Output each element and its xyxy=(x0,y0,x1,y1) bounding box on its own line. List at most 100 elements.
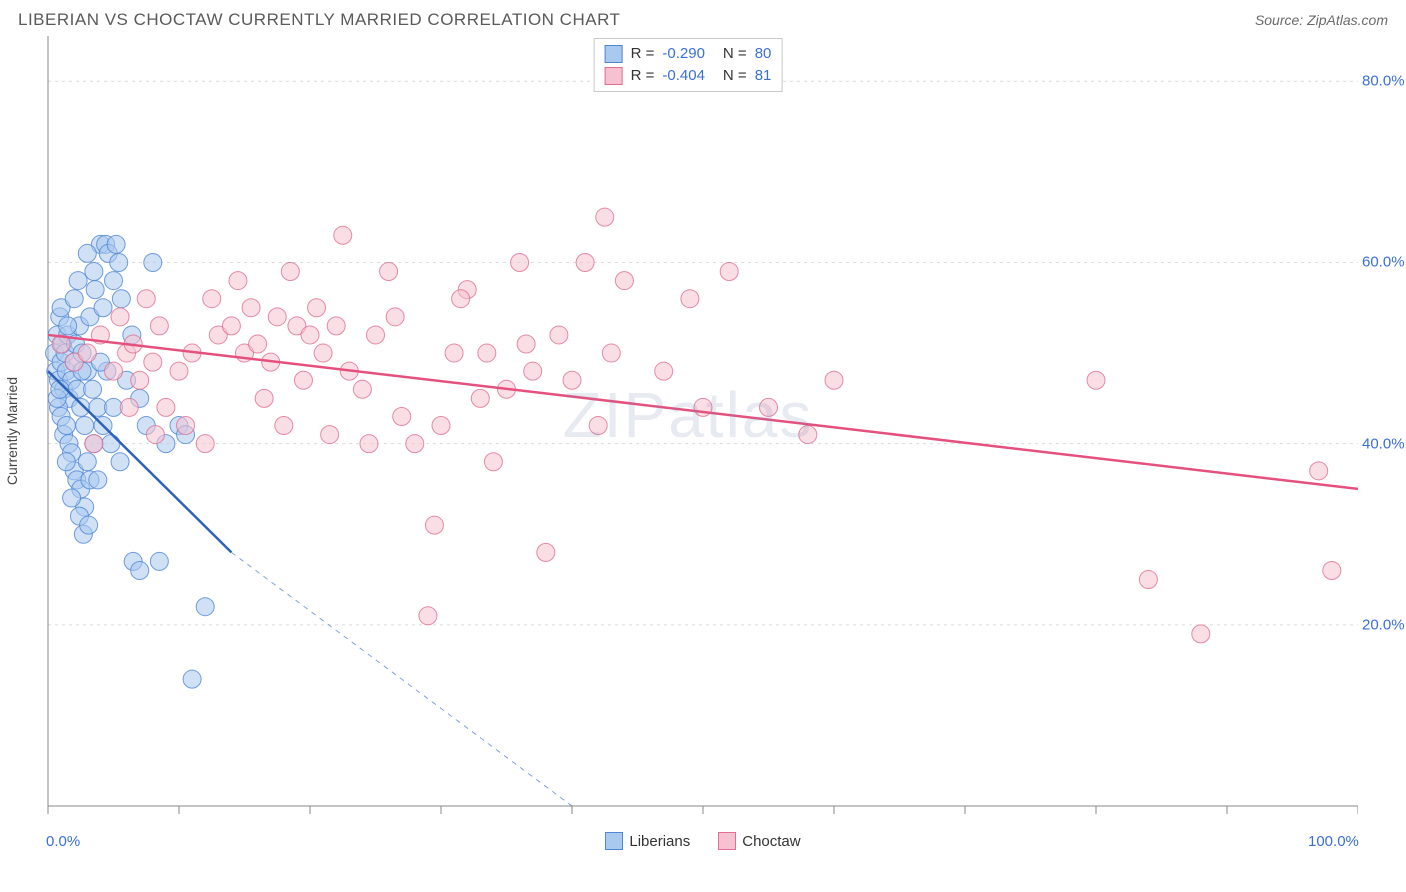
data-point xyxy=(419,607,437,625)
data-point xyxy=(360,435,378,453)
data-point xyxy=(57,417,75,435)
data-point xyxy=(386,308,404,326)
data-point xyxy=(65,290,83,308)
y-tick-label: 60.0% xyxy=(1362,254,1405,271)
data-point xyxy=(255,389,273,407)
trend-line-extension xyxy=(231,552,572,806)
data-point xyxy=(471,389,489,407)
data-point xyxy=(111,453,129,471)
legend-swatch xyxy=(605,45,623,63)
legend-n-value: 80 xyxy=(755,43,772,65)
data-point xyxy=(146,426,164,444)
data-point xyxy=(393,407,411,425)
source-attribution: Source: ZipAtlas.com xyxy=(1255,12,1388,28)
data-point xyxy=(120,398,138,416)
data-point xyxy=(425,516,443,534)
data-point xyxy=(131,371,149,389)
data-point xyxy=(445,344,463,362)
data-point xyxy=(655,362,673,380)
data-point xyxy=(111,308,129,326)
legend-n-label: N = xyxy=(723,65,747,87)
data-point xyxy=(72,398,90,416)
data-point xyxy=(57,453,75,471)
legend-item: Liberians xyxy=(605,832,690,850)
data-point xyxy=(229,272,247,290)
data-point xyxy=(170,362,188,380)
data-point xyxy=(537,543,555,561)
data-point xyxy=(275,417,293,435)
data-point xyxy=(85,263,103,281)
data-point xyxy=(69,272,87,290)
data-point xyxy=(89,471,107,489)
data-point xyxy=(196,598,214,616)
data-point xyxy=(1323,561,1341,579)
legend-r-label: R = xyxy=(631,65,655,87)
data-point xyxy=(203,290,221,308)
data-point xyxy=(353,380,371,398)
data-point xyxy=(105,362,123,380)
legend-row: R =-0.404N =81 xyxy=(605,65,772,87)
legend-n-label: N = xyxy=(723,43,747,65)
data-point xyxy=(517,335,535,353)
data-point xyxy=(1139,571,1157,589)
x-tick-label: 0.0% xyxy=(46,833,80,850)
data-point xyxy=(80,516,98,534)
legend-swatch xyxy=(718,832,736,850)
data-point xyxy=(602,344,620,362)
data-point xyxy=(112,290,130,308)
data-point xyxy=(615,272,633,290)
data-point xyxy=(720,263,738,281)
data-point xyxy=(825,371,843,389)
data-point xyxy=(85,435,103,453)
data-point xyxy=(84,380,102,398)
data-point xyxy=(1192,625,1210,643)
data-point xyxy=(281,263,299,281)
legend-n-value: 81 xyxy=(755,65,772,87)
data-point xyxy=(196,435,214,453)
data-point xyxy=(78,244,96,262)
data-point xyxy=(102,435,120,453)
data-point xyxy=(406,435,424,453)
data-point xyxy=(268,308,286,326)
trend-line xyxy=(48,335,1358,489)
y-tick-label: 40.0% xyxy=(1362,435,1405,452)
data-point xyxy=(242,299,260,317)
data-point xyxy=(110,253,128,271)
data-point xyxy=(137,290,155,308)
data-point xyxy=(63,489,81,507)
data-point xyxy=(249,335,267,353)
data-point xyxy=(183,670,201,688)
data-point xyxy=(380,263,398,281)
data-point xyxy=(576,253,594,271)
correlation-legend: R =-0.290N =80R =-0.404N =81 xyxy=(594,38,783,92)
data-point xyxy=(589,417,607,435)
data-point xyxy=(550,326,568,344)
chart-container: Currently Married ZIPatlas R =-0.290N =8… xyxy=(18,36,1358,826)
data-point xyxy=(144,353,162,371)
y-tick-label: 80.0% xyxy=(1362,73,1405,90)
x-tick-label: 100.0% xyxy=(1308,833,1359,850)
data-point xyxy=(94,299,112,317)
data-point xyxy=(681,290,699,308)
data-point xyxy=(596,208,614,226)
data-point xyxy=(334,226,352,244)
data-point xyxy=(452,290,470,308)
data-point xyxy=(301,326,319,344)
legend-swatch xyxy=(605,832,623,850)
legend-r-label: R = xyxy=(631,43,655,65)
data-point xyxy=(367,326,385,344)
legend-row: R =-0.290N =80 xyxy=(605,43,772,65)
data-point xyxy=(144,253,162,271)
data-point xyxy=(150,317,168,335)
y-axis-label: Currently Married xyxy=(4,377,20,485)
legend-item: Choctaw xyxy=(718,832,800,850)
scatter-plot xyxy=(18,36,1358,826)
chart-title: LIBERIAN VS CHOCTAW CURRENTLY MARRIED CO… xyxy=(18,10,620,30)
data-point xyxy=(107,235,125,253)
data-point xyxy=(478,344,496,362)
data-point xyxy=(1310,462,1328,480)
data-point xyxy=(222,317,240,335)
data-point xyxy=(432,417,450,435)
data-point xyxy=(511,253,529,271)
data-point xyxy=(760,398,778,416)
